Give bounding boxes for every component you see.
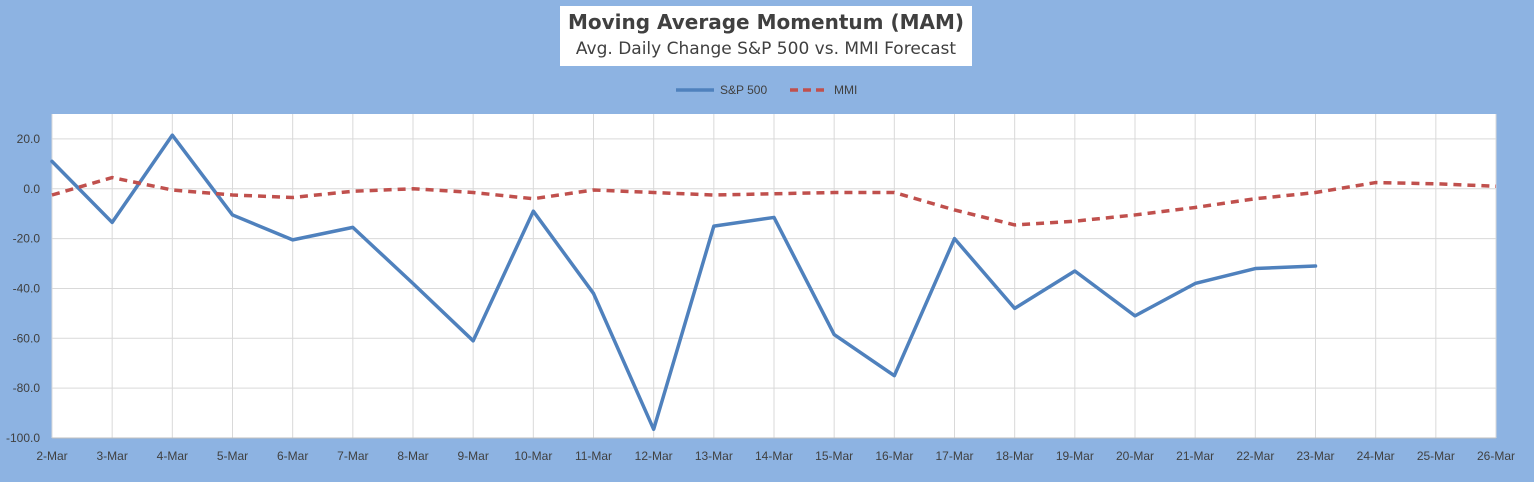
x-tick-label: 26-Mar	[1477, 449, 1515, 463]
series-line-0	[50, 133, 1318, 432]
x-tick-label: 19-Mar	[1056, 449, 1094, 463]
x-axis-ticks: 2-Mar 3-Mar 4-Mar 5-Mar 6-Mar 7-Mar 8-Mar 9-Mar…	[36, 449, 1515, 463]
x-tick-label: 2-Mar	[36, 449, 67, 463]
x-tick-label: 9-Mar	[457, 449, 488, 463]
x-tick-label: 12-Mar	[635, 449, 673, 463]
chart-legend: S&P 500 MMI	[676, 83, 857, 97]
x-tick-label: 8-Mar	[397, 449, 428, 463]
x-tick-label: 16-Mar	[875, 449, 913, 463]
gridlines	[51, 114, 1497, 439]
y-tick-label: -20.0	[13, 232, 41, 246]
x-tick-label: 25-Mar	[1417, 449, 1455, 463]
x-tick-label: 5-Mar	[217, 449, 248, 463]
x-tick-label: 24-Mar	[1357, 449, 1395, 463]
x-tick-label: 11-Mar	[575, 449, 612, 463]
y-tick-label: -60.0	[13, 331, 41, 345]
x-tick-label: 17-Mar	[935, 449, 973, 463]
series-line-1	[51, 175, 1497, 227]
y-tick-label: 0.0	[23, 182, 40, 196]
x-tick-label: 10-Mar	[514, 449, 552, 463]
x-tick-label: 3-Mar	[96, 449, 127, 463]
x-tick-label: 6-Mar	[277, 449, 308, 463]
y-axis-ticks: 20.0 0.0 -20.0 -40.0 -60.0 -80.0 -100.0	[6, 132, 40, 445]
y-tick-label: -40.0	[13, 281, 41, 295]
x-tick-label: 23-Mar	[1296, 449, 1334, 463]
chart-title: Moving Average Momentum (MAM)	[567, 10, 965, 34]
x-tick-label: 13-Mar	[695, 449, 733, 463]
x-tick-label: 4-Mar	[157, 449, 188, 463]
x-tick-label: 14-Mar	[755, 449, 793, 463]
x-tick-label: 21-Mar	[1176, 449, 1214, 463]
y-tick-label: 20.0	[17, 132, 41, 146]
series-lines	[50, 133, 1497, 432]
y-tick-label: -100.0	[6, 431, 40, 445]
x-tick-label: 20-Mar	[1116, 449, 1154, 463]
chart-subtitle: Avg. Daily Change S&P 500 vs. MMI Foreca…	[575, 39, 957, 59]
legend-label-0: S&P 500	[720, 83, 767, 97]
x-tick-label: 22-Mar	[1236, 449, 1274, 463]
chart-title-box: Moving Average Momentum (MAM) Avg. Daily…	[560, 6, 972, 66]
x-tick-label: 7-Mar	[337, 449, 368, 463]
legend-label-1: MMI	[834, 83, 857, 97]
y-tick-label: -80.0	[13, 381, 41, 395]
x-tick-label: 15-Mar	[815, 449, 853, 463]
x-tick-label: 18-Mar	[996, 449, 1034, 463]
